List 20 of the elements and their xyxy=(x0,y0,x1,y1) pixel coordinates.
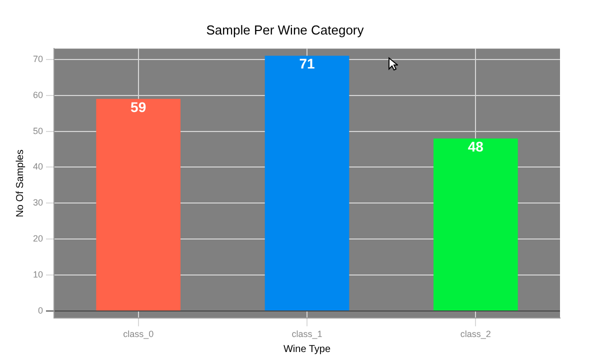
chart-title: Sample Per Wine Category xyxy=(206,22,364,38)
x-tick-label: class_1 xyxy=(292,329,322,340)
data-label: 48 xyxy=(468,138,484,154)
bar xyxy=(434,138,518,311)
x-axis-title: Wine Type xyxy=(283,344,331,355)
y-tick-label: 50 xyxy=(32,126,44,136)
bar xyxy=(96,98,181,311)
data-label: 71 xyxy=(299,56,315,72)
y-tick-label: 20 xyxy=(32,234,44,244)
y-axis-title: No Of Samples xyxy=(14,149,26,218)
x-tick-label: class_2 xyxy=(460,329,491,340)
y-tick-label: 10 xyxy=(32,270,44,280)
x-tick-label: class_0 xyxy=(123,329,154,340)
y-tick-label: 30 xyxy=(32,198,44,208)
y-tick-label: 40 xyxy=(32,162,44,172)
y-tick-label: 70 xyxy=(32,54,44,64)
y-tick-label: 0 xyxy=(38,305,44,316)
y-tick-label: 60 xyxy=(32,90,44,100)
bar xyxy=(264,56,350,311)
data-label: 59 xyxy=(130,98,146,115)
